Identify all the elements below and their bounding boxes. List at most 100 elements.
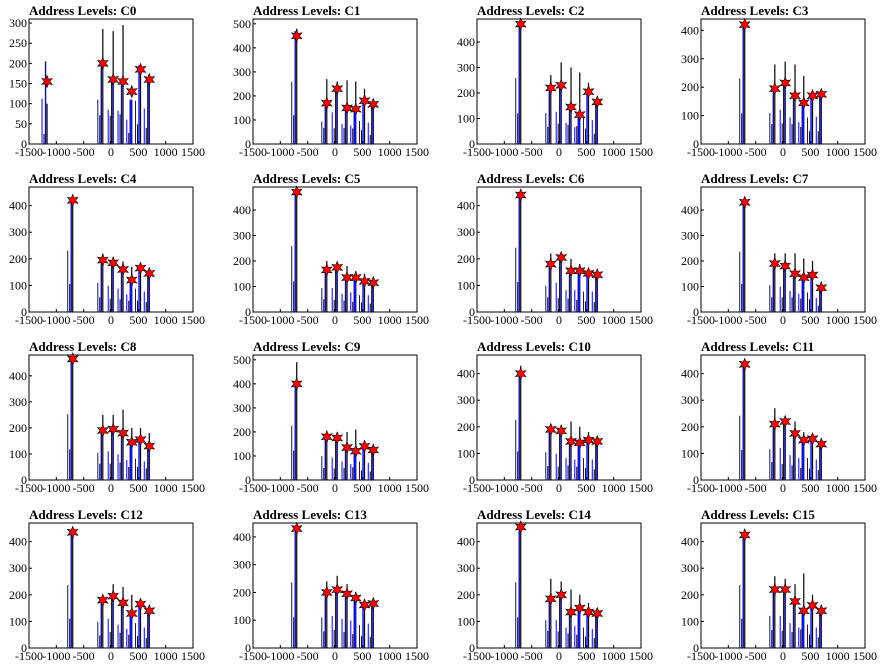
x-tick-label: -1000 (266, 481, 294, 495)
x-tick-label: 1000 (826, 481, 850, 495)
star-marker (582, 605, 595, 619)
chart-title: Address Levels: C13 (253, 507, 367, 522)
star-marker (806, 431, 819, 446)
star-marker (349, 270, 362, 285)
chart-svg-9: Address Levels: C90100200300400500-1500-… (233, 339, 429, 495)
x-tick-label: 1500 (181, 313, 205, 327)
x-tick-label: 500 (129, 145, 147, 159)
chart-panel-3: Address Levels: C3 0 100 200 300 400 -1500 -100… (672, 0, 896, 168)
star-marker (815, 603, 828, 618)
y-tick-label: 300 (681, 228, 699, 242)
y-tick-label: 100 (9, 614, 27, 628)
x-tick-label: 500 (129, 481, 147, 495)
star-marker (331, 260, 344, 275)
x-tick-label: -1500 (239, 313, 267, 327)
y-tick-label: 300 (233, 228, 251, 242)
star-marker (797, 603, 810, 618)
y-tick-label: 400 (233, 203, 251, 217)
x-tick-label: -1000 (490, 649, 518, 663)
star-marker (341, 440, 353, 455)
x-tick-label: 1000 (602, 145, 626, 159)
chart-title: Address Levels: C11 (701, 339, 814, 354)
y-tick-label: 400 (233, 530, 251, 544)
star-marker (125, 606, 138, 621)
chart-title: Address Levels: C5 (253, 171, 361, 186)
x-tick-label: 1000 (378, 145, 402, 159)
star-marker (358, 274, 371, 289)
x-tick-label: -1500 (15, 481, 43, 495)
y-tick-label: 300 (457, 60, 475, 74)
star-marker (358, 93, 371, 108)
x-tick-label: -1000 (714, 145, 742, 159)
y-tick-label: 300 (233, 558, 251, 572)
x-tick-label: 0 (108, 145, 114, 159)
star-marker (290, 185, 303, 199)
y-tick-label: 0 (693, 305, 699, 319)
chart-svg-0: Address Levels: C0 0 50 100 150 200 250 300 -150… (9, 3, 205, 159)
x-tick-label: 500 (801, 145, 819, 159)
x-tick-label: 1500 (181, 145, 205, 159)
star-marker (591, 434, 604, 449)
y-tick-label: 200 (9, 421, 27, 435)
star-marker (779, 414, 792, 429)
x-tick-label: 0 (108, 649, 114, 663)
chart-svg-14: Address Levels: C14 0 100 200 300 400 -1500 -10… (457, 507, 653, 663)
chart-panel-14: Address Levels: C14 0 100 200 300 400 -1500 -10… (448, 504, 672, 672)
y-tick-label: 200 (457, 588, 475, 602)
chart-panel-12: Address Levels: C12 0 100 200 300 400 -1500 -10… (0, 504, 224, 672)
x-tick-label: -1500 (687, 145, 715, 159)
star-marker (768, 81, 781, 96)
chart-svg-12: Address Levels: C12 0 100 200 300 400 -1500 -10… (9, 507, 205, 663)
x-tick-label: 500 (577, 649, 595, 663)
chart-title: Address Levels: C2 (477, 3, 584, 18)
x-tick-label: 1500 (629, 145, 653, 159)
y-tick-label: 100 (681, 446, 699, 460)
star-marker (341, 101, 353, 115)
x-tick-label: 1000 (154, 481, 178, 495)
star-marker (358, 439, 371, 454)
x-tick-label: 1000 (378, 313, 402, 327)
y-tick-label: 0 (469, 473, 475, 487)
y-tick-label: 100 (457, 111, 475, 125)
star-marker (96, 253, 109, 267)
x-tick-label: 0 (556, 649, 562, 663)
y-tick-label: 300 (9, 561, 27, 575)
star-marker (331, 81, 344, 96)
y-tick-label: 500 (233, 353, 251, 367)
y-tick-label: 200 (681, 420, 699, 434)
y-tick-label: 100 (233, 613, 251, 627)
star-marker (320, 263, 333, 277)
x-tick-label: -1000 (42, 649, 70, 663)
chart-panel-9: Address Levels: C9 0 100 200 300 400 500 -1500-… (224, 336, 448, 504)
x-tick-label: -1500 (15, 313, 43, 327)
star-marker (797, 270, 810, 285)
x-tick-label: 1500 (405, 649, 429, 663)
x-tick-label: -1000 (714, 313, 742, 327)
star-marker (565, 605, 577, 619)
chart-panel-6: Address Levels: C6 0 100 200 300 400 -1500 -100… (448, 168, 672, 336)
y-tick-label: 200 (457, 86, 475, 100)
y-tick-label: 400 (681, 23, 699, 37)
y-tick-label: 0 (245, 137, 251, 151)
y-tick-label: 400 (9, 199, 27, 213)
star-marker (514, 366, 527, 381)
star-marker (573, 263, 586, 278)
star-marker (125, 435, 138, 450)
chart-svg-2: Address Levels: C2 0 100 200 300 400 -1500 -100… (457, 3, 653, 159)
x-tick-label: 1000 (378, 481, 402, 495)
star-marker (320, 429, 333, 444)
y-tick-label: 300 (681, 393, 699, 407)
star-marker (789, 88, 801, 103)
x-tick-label: -1500 (463, 649, 491, 663)
y-tick-label: 300 (457, 225, 475, 239)
y-tick-label: 400 (681, 203, 699, 217)
x-tick-label: 0 (780, 145, 786, 159)
x-tick-label: -1500 (463, 313, 491, 327)
star-marker (41, 74, 53, 89)
x-tick-label: 1000 (602, 649, 626, 663)
y-tick-label: 300 (233, 401, 251, 415)
star-marker (134, 261, 147, 275)
star-marker (815, 87, 828, 102)
x-tick-label: 0 (332, 313, 338, 327)
